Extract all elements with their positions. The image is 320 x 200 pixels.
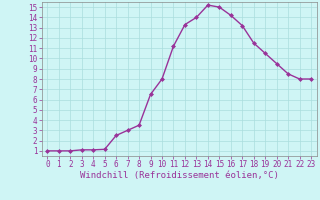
X-axis label: Windchill (Refroidissement éolien,°C): Windchill (Refroidissement éolien,°C) — [80, 171, 279, 180]
